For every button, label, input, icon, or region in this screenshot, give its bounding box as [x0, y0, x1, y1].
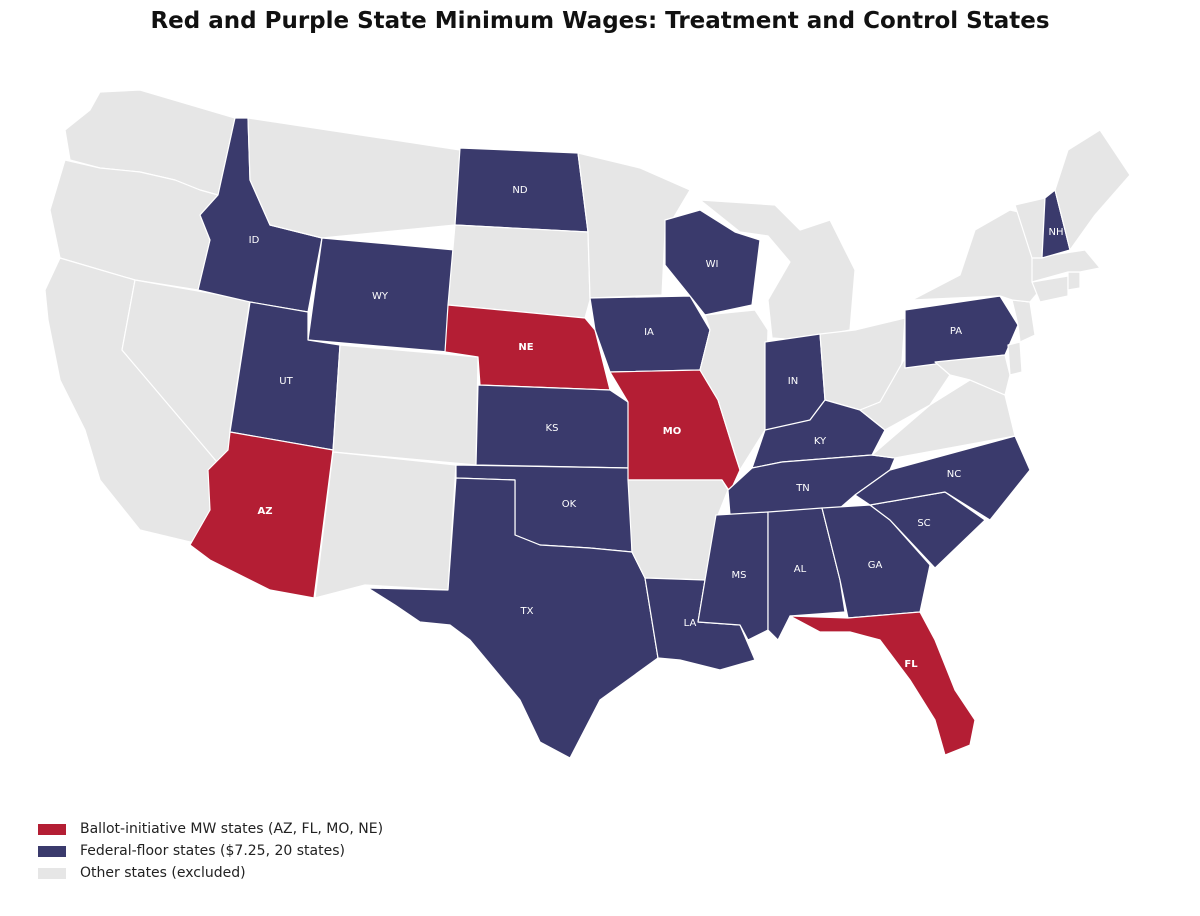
map-title: Red and Purple State Minimum Wages: Trea…	[150, 8, 1050, 34]
state-label-wi: WI	[706, 259, 719, 270]
state-label-ga: GA	[868, 560, 883, 571]
state-label-nh: NH	[1049, 227, 1064, 238]
state-label-id: ID	[249, 235, 260, 246]
state-md	[934, 354, 1011, 396]
state-label-sc: SC	[917, 518, 930, 529]
state-ri	[1067, 271, 1081, 291]
state-label-ok: OK	[562, 499, 577, 510]
state-label-in: IN	[788, 376, 798, 387]
state-label-fl: FL	[904, 659, 918, 670]
state-mt	[247, 117, 461, 239]
state-label-la: LA	[684, 618, 697, 629]
legend-item-control: Federal-floor states ($7.25, 20 states)	[38, 840, 383, 862]
legend-label-treatment: Ballot-initiative MW states (AZ, FL, MO,…	[80, 821, 384, 837]
legend-label-other: Other states (excluded)	[80, 865, 246, 881]
state-mn	[577, 152, 691, 299]
state-label-nc: NC	[947, 469, 961, 480]
state-il	[699, 309, 769, 471]
state-ct	[1031, 275, 1069, 303]
state-label-nd: ND	[512, 185, 527, 196]
state-sd	[447, 224, 591, 319]
state-label-ky: KY	[814, 436, 827, 447]
state-pa	[904, 295, 1019, 369]
state-fl	[789, 611, 976, 756]
state-label-ne: NE	[518, 342, 533, 353]
state-label-mo: MO	[663, 426, 681, 437]
state-wi	[664, 209, 761, 316]
state-de	[1007, 341, 1023, 376]
legend-label-control: Federal-floor states ($7.25, 20 states)	[80, 843, 345, 859]
state-az	[189, 431, 334, 599]
legend-item-other: Other states (excluded)	[38, 862, 383, 884]
state-label-ut: UT	[279, 376, 293, 387]
legend-swatch-treatment	[38, 823, 66, 835]
state-me	[1054, 129, 1131, 251]
legend-item-treatment: Ballot-initiative MW states (AZ, FL, MO,…	[38, 818, 383, 840]
state-label-tx: TX	[520, 606, 534, 617]
state-nc	[854, 435, 1031, 521]
state-label-al: AL	[794, 564, 807, 575]
legend: Ballot-initiative MW states (AZ, FL, MO,…	[38, 818, 383, 884]
state-label-ia: IA	[644, 327, 654, 338]
state-label-ms: MS	[732, 570, 747, 581]
state-label-az: AZ	[258, 506, 273, 517]
state-label-tn: TN	[795, 483, 810, 494]
state-co	[332, 344, 479, 466]
legend-swatch-control	[38, 845, 66, 857]
state-label-ks: KS	[546, 423, 559, 434]
state-label-pa: PA	[950, 326, 962, 337]
legend-swatch-other	[38, 867, 66, 879]
state-tx	[367, 477, 659, 759]
state-label-wy: WY	[372, 291, 389, 302]
state-ma	[1031, 249, 1101, 283]
state-nm	[314, 451, 457, 599]
